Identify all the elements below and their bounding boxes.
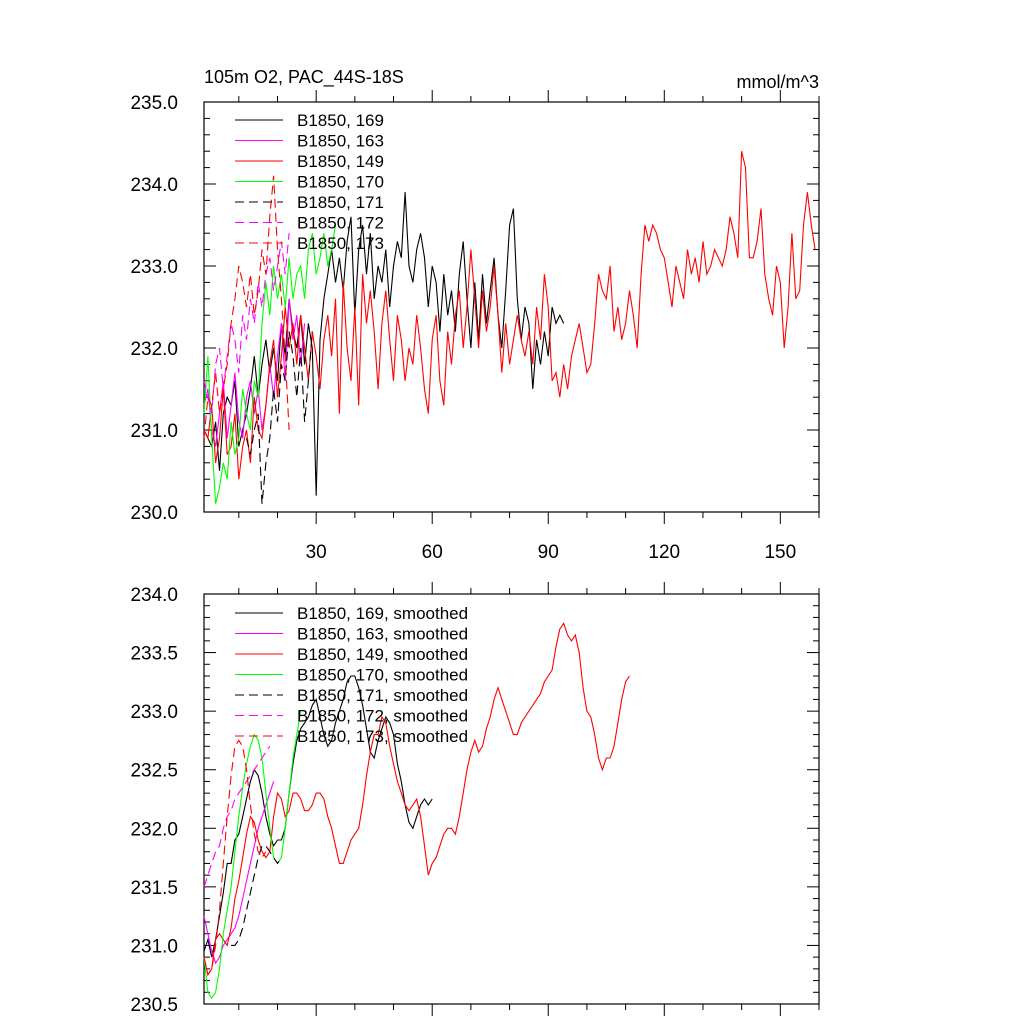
y-tick-label: 234.0 xyxy=(130,585,178,606)
legend-label: B1850, 149, smoothed xyxy=(297,645,468,664)
y-tick-label: 230.5 xyxy=(130,995,178,1016)
y-tick-label: 234.0 xyxy=(130,175,178,196)
top-chart: 230.0 231.0 232.0 233.0 234.0 235.0 30 60 90 120 1… xyxy=(130,90,820,563)
legend-label: B1850, 171 xyxy=(297,193,384,212)
series-line xyxy=(203,675,433,958)
top-chart-units: mmol/m^3 xyxy=(737,72,819,92)
y-tick-label: 232.0 xyxy=(130,339,178,360)
x-tick-label: 120 xyxy=(648,542,680,563)
plot-frame xyxy=(203,101,820,513)
legend-label: B1850, 173, smoothed xyxy=(297,727,468,746)
legend-label: B1850, 173 xyxy=(297,234,384,253)
series-line xyxy=(203,151,816,480)
y-tick-label: 233.5 xyxy=(130,644,178,665)
series-line xyxy=(203,622,630,977)
legend-label: B1850, 169, smoothed xyxy=(297,604,468,623)
y-tick-label: 230.0 xyxy=(130,503,178,524)
y-tick-label: 235.0 xyxy=(130,93,178,114)
series-line xyxy=(203,175,290,439)
top-chart-title: 105m O2, PAC_44S-18S xyxy=(204,67,404,88)
y-tick-label: 232.5 xyxy=(130,761,178,782)
legend-label: B1850, 172 xyxy=(297,214,384,233)
y-tick-label: 231.5 xyxy=(130,878,178,899)
x-tick-label: 90 xyxy=(538,542,559,563)
plot-frame xyxy=(203,593,820,1005)
series-line xyxy=(203,711,302,1000)
series-line xyxy=(203,192,565,496)
y-tick-label: 233.0 xyxy=(130,257,178,278)
series-line xyxy=(203,224,337,504)
series-line xyxy=(203,781,275,965)
x-tick-label: 60 xyxy=(422,542,443,563)
legend-label: B1850, 171, smoothed xyxy=(297,686,468,705)
x-tick-label: 150 xyxy=(764,542,796,563)
x-tick-label: 30 xyxy=(306,542,327,563)
legend-label: B1850, 163 xyxy=(297,132,384,151)
series-line xyxy=(231,845,282,946)
legend-label: B1850, 169 xyxy=(297,111,384,130)
legend-label: B1850, 172, smoothed xyxy=(297,707,468,726)
y-tick-label: 231.0 xyxy=(130,936,178,957)
bottom-chart: 230.5 231.0 231.5 232.0 232.5 233.0 233.5 234.0… xyxy=(130,582,820,1016)
y-tick-label: 231.0 xyxy=(130,421,178,442)
legend-label: B1850, 149 xyxy=(297,152,384,171)
series-line xyxy=(203,745,271,888)
legend-label: B1850, 170 xyxy=(297,173,384,192)
series-line xyxy=(203,739,267,977)
legend-label: B1850, 170, smoothed xyxy=(297,666,468,685)
legend-label: B1850, 163, smoothed xyxy=(297,625,468,644)
y-tick-label: 233.0 xyxy=(130,702,178,723)
series-line xyxy=(203,298,306,447)
y-tick-label: 232.0 xyxy=(130,819,178,840)
series-line xyxy=(203,233,290,414)
series-line xyxy=(245,331,313,504)
